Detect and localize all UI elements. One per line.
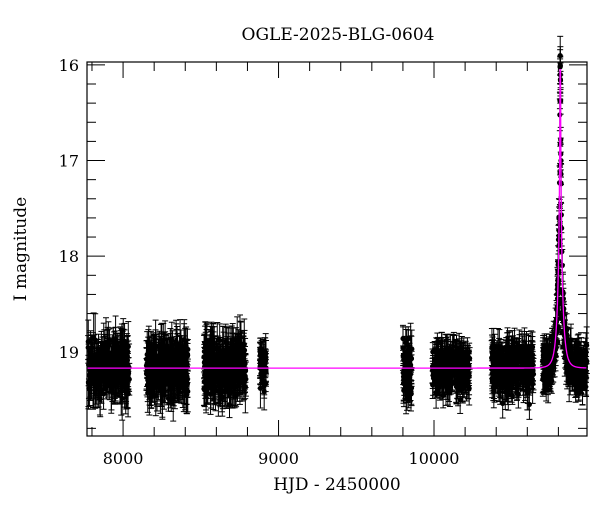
x-tick-label: 9000 xyxy=(258,449,299,468)
y-axis-label: I magnitude xyxy=(11,197,31,301)
x-tick-label: 8000 xyxy=(103,449,144,468)
axis-ticks xyxy=(87,62,587,436)
model-curve xyxy=(87,69,587,369)
y-tick-label: 18 xyxy=(59,247,79,266)
plot-frame xyxy=(86,61,588,437)
chart-title: OGLE-2025-BLG-0604 xyxy=(242,25,435,45)
y-tick-label: 19 xyxy=(59,343,79,362)
x-tick-label: 10000 xyxy=(409,449,460,468)
x-tick-labels: 8000 9000 10000 xyxy=(103,449,460,468)
photometry-points xyxy=(85,35,590,422)
y-tick-labels: 16 17 18 19 xyxy=(59,56,79,362)
y-tick-label: 17 xyxy=(59,152,79,171)
x-axis-label: HJD - 2450000 xyxy=(273,475,401,495)
y-tick-label: 16 xyxy=(59,56,79,75)
